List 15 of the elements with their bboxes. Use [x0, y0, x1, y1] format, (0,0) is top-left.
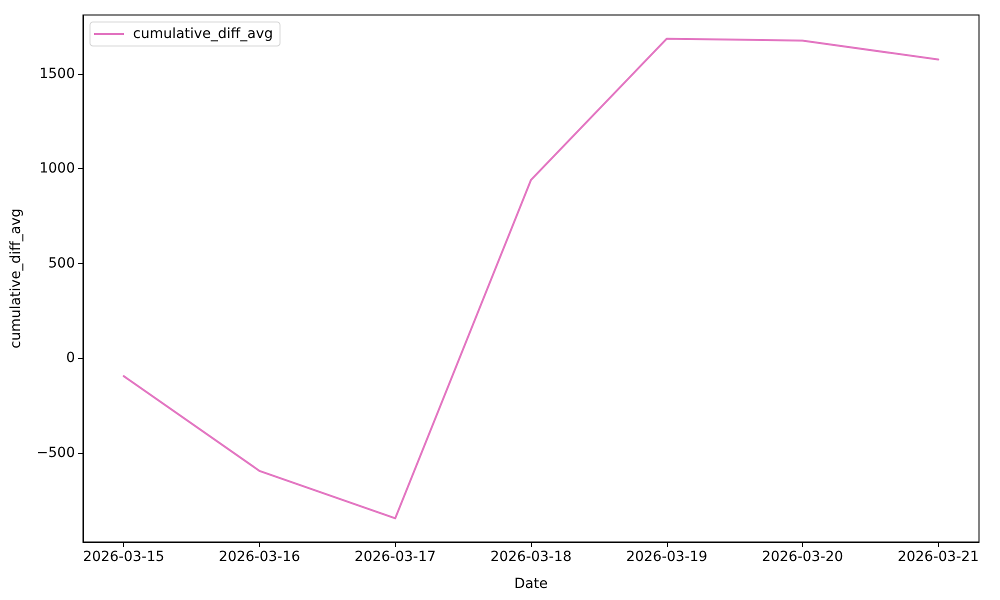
y-tick-label: −500	[36, 444, 75, 461]
y-tick-label: 1500	[39, 66, 75, 82]
x-tick-label: 2026-03-20	[762, 549, 844, 565]
x-tick-label: 2026-03-17	[354, 549, 436, 565]
legend-label: cumulative_diff_avg	[133, 26, 273, 42]
y-axis-title: cumulative_diff_avg	[8, 208, 24, 348]
x-tick-label: 2026-03-18	[490, 549, 572, 565]
y-tick-label: 500	[48, 255, 75, 272]
x-tick-label: 2026-03-15	[83, 549, 164, 565]
y-tick-label: 0	[66, 350, 75, 366]
x-tick-label: 2026-03-21	[898, 549, 979, 565]
y-tick-label: 1000	[39, 160, 75, 177]
x-axis-title: Date	[514, 576, 548, 592]
x-tick-label: 2026-03-16	[218, 549, 300, 565]
x-tick-label: 2026-03-19	[626, 549, 708, 565]
